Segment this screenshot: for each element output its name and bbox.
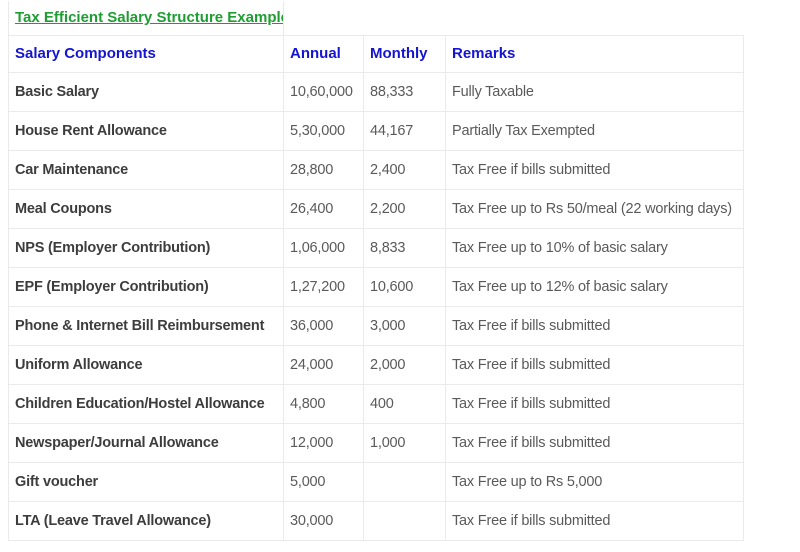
remarks-cell: Tax Free if bills submitted [444,344,745,385]
remarks-cell: Partially Tax Exempted [444,110,745,151]
component-cell: LTA (Leave Travel Allowance) [8,500,284,541]
annual-cell: 5,000 [283,461,364,502]
table-row: NPS (Employer Contribution) 1,06,000 8,8… [8,227,745,268]
annual-cell: 30,000 [283,500,364,541]
component-cell: House Rent Allowance [8,110,284,151]
remarks-cell: Tax Free up to 12% of basic salary [444,266,745,307]
monthly-cell [363,461,446,502]
annual-cell: 1,27,200 [283,266,364,307]
table-row: House Rent Allowance 5,30,000 44,167 Par… [8,110,745,151]
monthly-cell: 2,200 [363,188,446,229]
remarks-cell: Tax Free if bills submitted [444,305,745,346]
component-cell: Children Education/Hostel Allowance [8,383,284,424]
component-cell: Meal Coupons [8,188,284,229]
monthly-cell: 3,000 [363,305,446,346]
component-cell: NPS (Employer Contribution) [8,227,284,268]
remarks-cell: Tax Free if bills submitted [444,500,745,541]
component-cell: Phone & Internet Bill Reimbursement [8,305,284,346]
monthly-cell: 400 [363,383,446,424]
title-cell: Tax Efficient Salary Structure Example [8,1,284,36]
annual-cell: 26,400 [283,188,364,229]
annual-cell: 4,800 [283,383,364,424]
monthly-cell: 2,400 [363,149,446,190]
table-row: LTA (Leave Travel Allowance) 30,000 Tax … [8,500,745,541]
monthly-cell: 88,333 [363,71,446,112]
monthly-cell [363,500,446,541]
table-row: Meal Coupons 26,400 2,200 Tax Free up to… [8,188,745,229]
monthly-cell: 44,167 [363,110,446,151]
annual-cell: 10,60,000 [283,71,364,112]
column-header-salary-components: Salary Components [8,34,284,73]
table-row: EPF (Employer Contribution) 1,27,200 10,… [8,266,745,307]
annual-cell: 24,000 [283,344,364,385]
annual-cell: 36,000 [283,305,364,346]
table-row: Car Maintenance 28,800 2,400 Tax Free if… [8,149,745,190]
title-row: Tax Efficient Salary Structure Example [8,1,744,36]
remarks-cell: Fully Taxable [444,71,745,112]
table-row: Children Education/Hostel Allowance 4,80… [8,383,745,424]
table-row: Newspaper/Journal Allowance 12,000 1,000… [8,422,745,463]
monthly-cell: 1,000 [363,422,446,463]
column-header-remarks: Remarks [444,34,745,73]
component-cell: Basic Salary [8,71,284,112]
annual-cell: 1,06,000 [283,227,364,268]
column-header-annual: Annual [283,34,364,73]
salary-structure-table: Tax Efficient Salary Structure Example S… [8,1,745,541]
annual-cell: 28,800 [283,149,364,190]
remarks-cell: Tax Free up to Rs 50/meal (22 working da… [444,188,745,229]
monthly-cell: 8,833 [363,227,446,268]
annual-cell: 12,000 [283,422,364,463]
component-cell: Gift voucher [8,461,284,502]
monthly-cell: 10,600 [363,266,446,307]
remarks-cell: Tax Free up to 10% of basic salary [444,227,745,268]
component-cell: Uniform Allowance [8,344,284,385]
title-link[interactable]: Tax Efficient Salary Structure Example [15,9,284,27]
remarks-cell: Tax Free up to Rs 5,000 [444,461,745,502]
annual-cell: 5,30,000 [283,110,364,151]
component-cell: EPF (Employer Contribution) [8,266,284,307]
component-cell: Car Maintenance [8,149,284,190]
table-row: Uniform Allowance 24,000 2,000 Tax Free … [8,344,745,385]
component-cell: Newspaper/Journal Allowance [8,422,284,463]
remarks-cell: Tax Free if bills submitted [444,422,745,463]
table-row: Gift voucher 5,000 Tax Free up to Rs 5,0… [8,461,745,502]
column-header-monthly: Monthly [363,34,446,73]
table-row: Phone & Internet Bill Reimbursement 36,0… [8,305,745,346]
remarks-cell: Tax Free if bills submitted [444,383,745,424]
table-row: Basic Salary 10,60,000 88,333 Fully Taxa… [8,71,745,112]
header-row: Salary Components Annual Monthly Remarks [8,34,745,73]
remarks-cell: Tax Free if bills submitted [444,149,745,190]
monthly-cell: 2,000 [363,344,446,385]
title-spacer [282,1,744,35]
